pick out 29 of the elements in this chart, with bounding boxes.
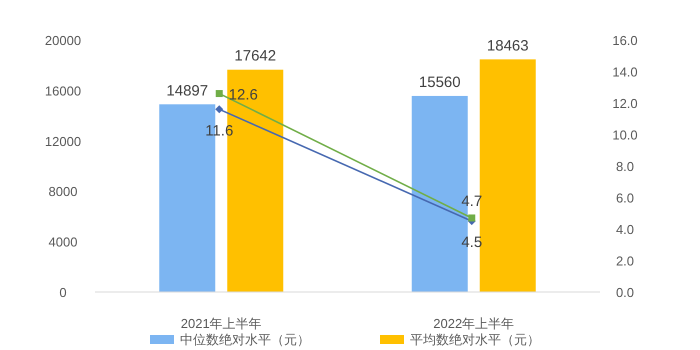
y-tick-label: 20000 xyxy=(44,33,82,48)
y2-tick-label: 12.0 xyxy=(612,96,638,111)
y2-tick-label: 14.0 xyxy=(612,64,638,80)
y2-tick-label: 16.0 xyxy=(612,33,638,48)
legend-label: 平均数绝对水平（元） xyxy=(410,332,540,347)
point xyxy=(216,90,223,98)
point xyxy=(468,214,476,222)
data-label: 14897 xyxy=(166,82,208,100)
y-tick-label: 8000 xyxy=(48,184,78,200)
x-tick-label: 2022年上半年 xyxy=(433,316,514,331)
y2-tick-label: 4.0 xyxy=(616,222,634,237)
y2-tick-label: 10.0 xyxy=(612,128,638,142)
data-label: 17642 xyxy=(234,48,276,65)
data-label: 18463 xyxy=(486,37,529,54)
y2-tick-label: 6.0 xyxy=(616,190,634,206)
data-label: 15560 xyxy=(418,74,461,91)
legend-label: 中位数绝对水平（元） xyxy=(180,332,310,347)
point xyxy=(215,105,224,114)
y-tick-label: 12000 xyxy=(44,134,82,149)
y2-tick-label: 0.0 xyxy=(616,285,634,300)
y2-tick-label: 8.0 xyxy=(616,159,634,174)
y-tick-label: 16000 xyxy=(44,83,82,98)
bar xyxy=(480,59,536,292)
data-label: 12.6 xyxy=(228,86,258,104)
y-tick-label: 0 xyxy=(59,285,67,300)
x-tick-label: 2021年上半年 xyxy=(180,316,262,331)
y2-tick-label: 2.0 xyxy=(616,254,634,268)
y-tick-label: 4000 xyxy=(48,234,78,250)
data-label: 11.6 xyxy=(205,122,234,140)
